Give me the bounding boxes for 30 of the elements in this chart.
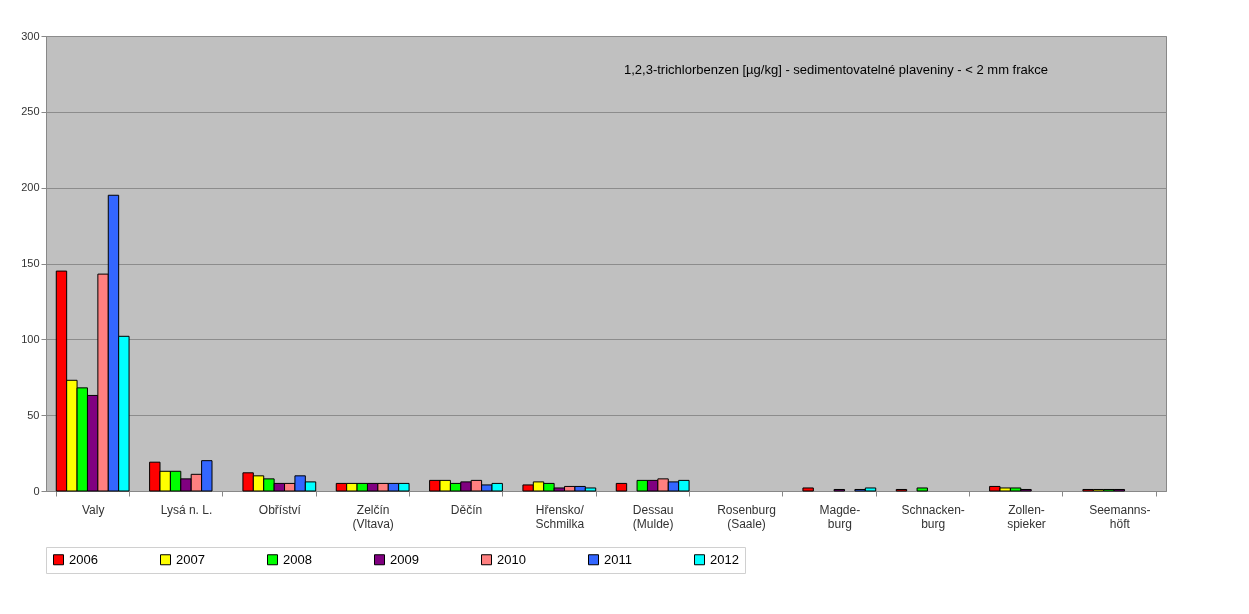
legend-label: 2009 [390,551,419,567]
x-tick-label: Zollen- spieker [1007,502,1046,531]
legend-label: 2007 [176,551,205,567]
bar [615,482,628,492]
bar [916,487,928,492]
x-tick-label: Zelčín (Vltava) [352,502,394,531]
y-tick-label: 50 [27,408,40,421]
legend-label: 2008 [283,551,312,567]
x-tick-label: Magde- burg [819,502,861,531]
x-tick-label: Obříství [258,502,302,517]
y-tick-label: 300 [21,29,40,42]
x-tick-label: Lysá n. L. [160,502,213,517]
x-tick-label: Děčín [450,502,483,517]
y-tick-label: 200 [21,181,40,194]
legend-label: 2012 [710,551,739,567]
y-tick-label: 100 [21,332,40,345]
legend-label: 2006 [69,551,98,567]
y-tick-label: 250 [21,105,40,118]
y-tick-label: 0 [33,484,40,497]
x-tick-label: Dessau (Mulde) [632,502,674,531]
text: 1,2,3-trichlorbenzen [µg/kg] - sedimentovatelné plaveniny - < 2 mm frakce [623,62,1049,77]
bar [802,487,814,492]
x-tick-label: Seemanns- höft [1089,502,1151,531]
x-tick-label: Valy [81,502,105,517]
legend-label: 2010 [497,551,526,567]
legend-label: 2011 [604,551,632,567]
x-tick-label: Rosenburg (Saale) [717,502,776,531]
x-tick-label: Schnacken- burg [901,502,965,531]
y-tick-label: 150 [21,257,40,269]
x-tick-label: Hřensko/ Schmilka [535,502,585,531]
